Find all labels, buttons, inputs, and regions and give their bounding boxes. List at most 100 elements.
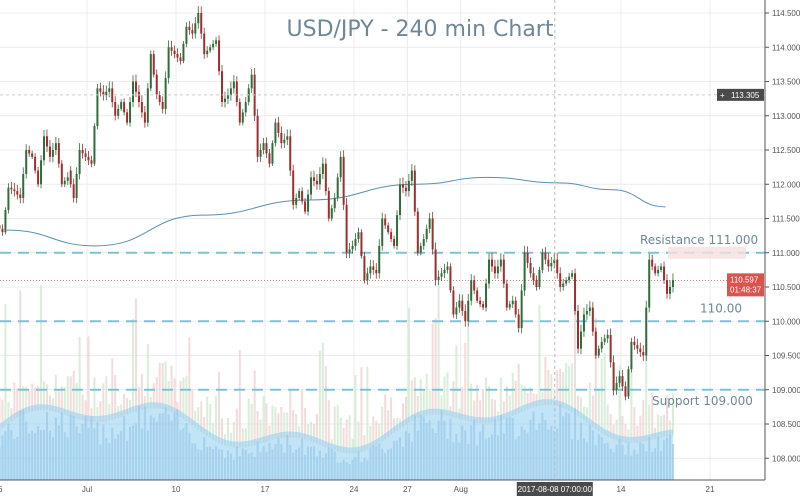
candle-body <box>431 218 434 250</box>
price-tick-label: 114.000 <box>772 43 800 52</box>
crosshair-price-label: 113.305 <box>731 91 760 100</box>
volume-bar-high <box>108 403 111 421</box>
level-label: 110.00 <box>700 301 742 315</box>
volume-bar-high <box>253 370 256 446</box>
candle-body <box>541 252 544 270</box>
candle-body <box>645 307 648 356</box>
volume-bar-high <box>407 307 410 423</box>
level-label: Resistance 111.000 <box>640 233 758 247</box>
volume-bar-high <box>591 395 594 428</box>
volume-bar-high <box>473 400 476 423</box>
volume-bar-high <box>434 318 437 415</box>
volume-bar-high <box>43 381 46 411</box>
candle-body <box>574 273 577 311</box>
candle-body <box>84 153 87 157</box>
candle-body <box>90 160 93 164</box>
candle-body <box>7 187 10 210</box>
candle-body <box>259 150 262 157</box>
candle-body <box>164 78 167 109</box>
time-axis[interactable]: 26 Jul 10 17 24 27 Aug 14 21 <box>0 479 800 497</box>
candle-body <box>221 71 224 103</box>
candle-body <box>621 376 624 387</box>
candle-body <box>19 194 22 198</box>
volume-bar-high <box>25 386 28 414</box>
volume-bar-high <box>464 342 467 421</box>
volume-bar-high <box>517 363 520 414</box>
candle-body <box>333 197 336 209</box>
price-tick-label: 112.000 <box>772 180 800 189</box>
volume-bar-high <box>455 345 458 419</box>
volume-bar-high <box>19 290 22 416</box>
volume-bar-high <box>40 285 43 411</box>
candle-body <box>591 307 594 332</box>
volume-bar-high <box>410 380 413 421</box>
candle-body <box>648 259 651 308</box>
candle-body <box>280 132 283 144</box>
price-tick-label: 110.500 <box>772 283 800 292</box>
volume-bar-high <box>277 413 280 439</box>
price-tick-label: 108.500 <box>772 420 800 429</box>
volume-bar-high <box>437 286 440 415</box>
volume-bar-high <box>657 414 660 439</box>
volume-bar-high <box>292 409 295 438</box>
volume-bar-high <box>663 414 666 437</box>
volume-bar-high <box>668 420 671 436</box>
candle-body <box>140 102 143 113</box>
volume-bar-high <box>188 337 191 424</box>
candle-body <box>425 228 428 240</box>
volume-bar-high <box>482 390 485 424</box>
price-axis[interactable]: 108.000 108.500 109.000 109.500 110.000 110.5… <box>764 0 800 480</box>
volume-bar-high <box>262 395 265 443</box>
candle-body <box>413 170 416 212</box>
candle-body <box>639 348 642 353</box>
volume-bar-high <box>203 416 206 435</box>
volume-bar-high <box>416 396 419 419</box>
volume-bar-high <box>226 418 229 447</box>
level-lines: Resistance 111.000 110.00 Support 109.000 <box>0 233 765 408</box>
volume-bar-high <box>137 387 140 411</box>
candle-body <box>209 47 212 51</box>
volume-bar-high <box>105 376 108 422</box>
candle-body <box>108 88 111 92</box>
candle-body <box>627 369 630 397</box>
volume-bar-high <box>440 395 443 416</box>
candle-body <box>577 310 580 349</box>
candle-body <box>464 310 467 322</box>
volume-bar-high <box>520 384 523 413</box>
volume-bar-high <box>84 400 87 421</box>
candle-body <box>105 91 108 96</box>
candle-body <box>422 239 425 246</box>
volume-bar-high <box>422 390 425 417</box>
candle-body <box>348 249 351 253</box>
volume-bar-high <box>16 388 19 418</box>
candle-body <box>390 232 393 240</box>
volume-bar-high <box>574 309 577 415</box>
volume-bar-high <box>559 368 562 408</box>
candle-body <box>63 180 66 185</box>
candle-body <box>146 88 149 123</box>
volume-bar-high <box>333 406 336 451</box>
volume-bar-high <box>238 350 241 448</box>
candle-body <box>434 249 437 281</box>
candle-body <box>378 245 381 274</box>
volume-bar-high <box>636 425 639 443</box>
candle-body <box>268 153 271 164</box>
candle-body <box>321 163 324 174</box>
candle-body <box>312 177 315 181</box>
volume-bar-high <box>565 363 568 410</box>
volume-bar-high <box>585 407 588 423</box>
candle-body <box>663 266 666 281</box>
candle-body <box>538 269 541 287</box>
volume-bar-high <box>60 386 63 414</box>
candle-body <box>588 307 591 311</box>
candle-body <box>143 112 146 123</box>
candle-body <box>582 314 585 332</box>
volume-bar-high <box>351 438 354 454</box>
candle-body <box>556 259 559 274</box>
candle-body <box>511 300 514 305</box>
candle-body <box>81 150 84 154</box>
candle-body <box>357 232 360 240</box>
candle-body <box>114 102 117 116</box>
candle-body <box>579 331 582 349</box>
